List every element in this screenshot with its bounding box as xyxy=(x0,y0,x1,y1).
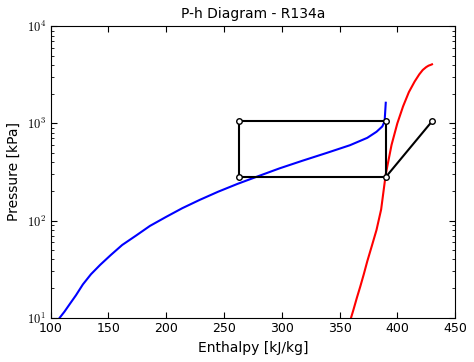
X-axis label: Enthalpy [kJ/kg]: Enthalpy [kJ/kg] xyxy=(198,341,308,355)
Y-axis label: Pressure [kPa]: Pressure [kPa] xyxy=(7,122,21,222)
Title: P-h Diagram - R134a: P-h Diagram - R134a xyxy=(181,7,325,21)
